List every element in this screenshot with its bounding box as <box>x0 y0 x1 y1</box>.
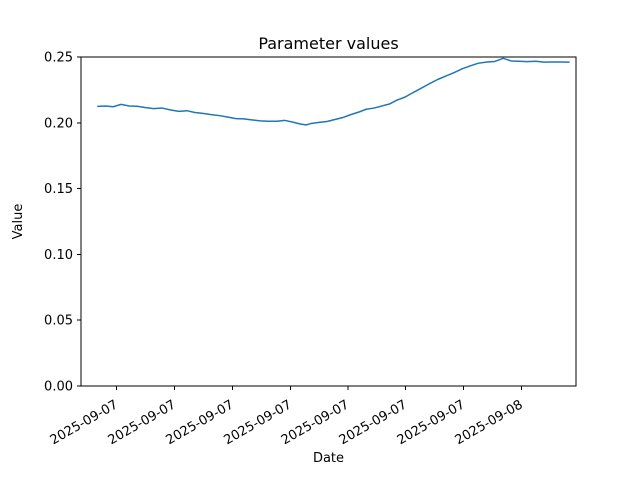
y-tick-label: 0.15 <box>44 182 73 197</box>
x-axis-label: Date <box>313 451 344 466</box>
plot-area: 0.000.050.100.150.200.252025-09-072025-0… <box>44 51 577 448</box>
axes-frame <box>80 56 577 387</box>
y-axis-label: Value <box>11 204 26 240</box>
data-line-series-1 <box>97 57 570 126</box>
y-tick-label: 0.00 <box>44 380 73 395</box>
chart-title: Parameter values <box>258 34 398 53</box>
y-tick-label: 0.20 <box>44 116 73 131</box>
y-tick-label: 0.25 <box>44 51 73 66</box>
y-tick-label: 0.05 <box>44 314 73 329</box>
y-tick-label: 0.10 <box>44 248 73 263</box>
